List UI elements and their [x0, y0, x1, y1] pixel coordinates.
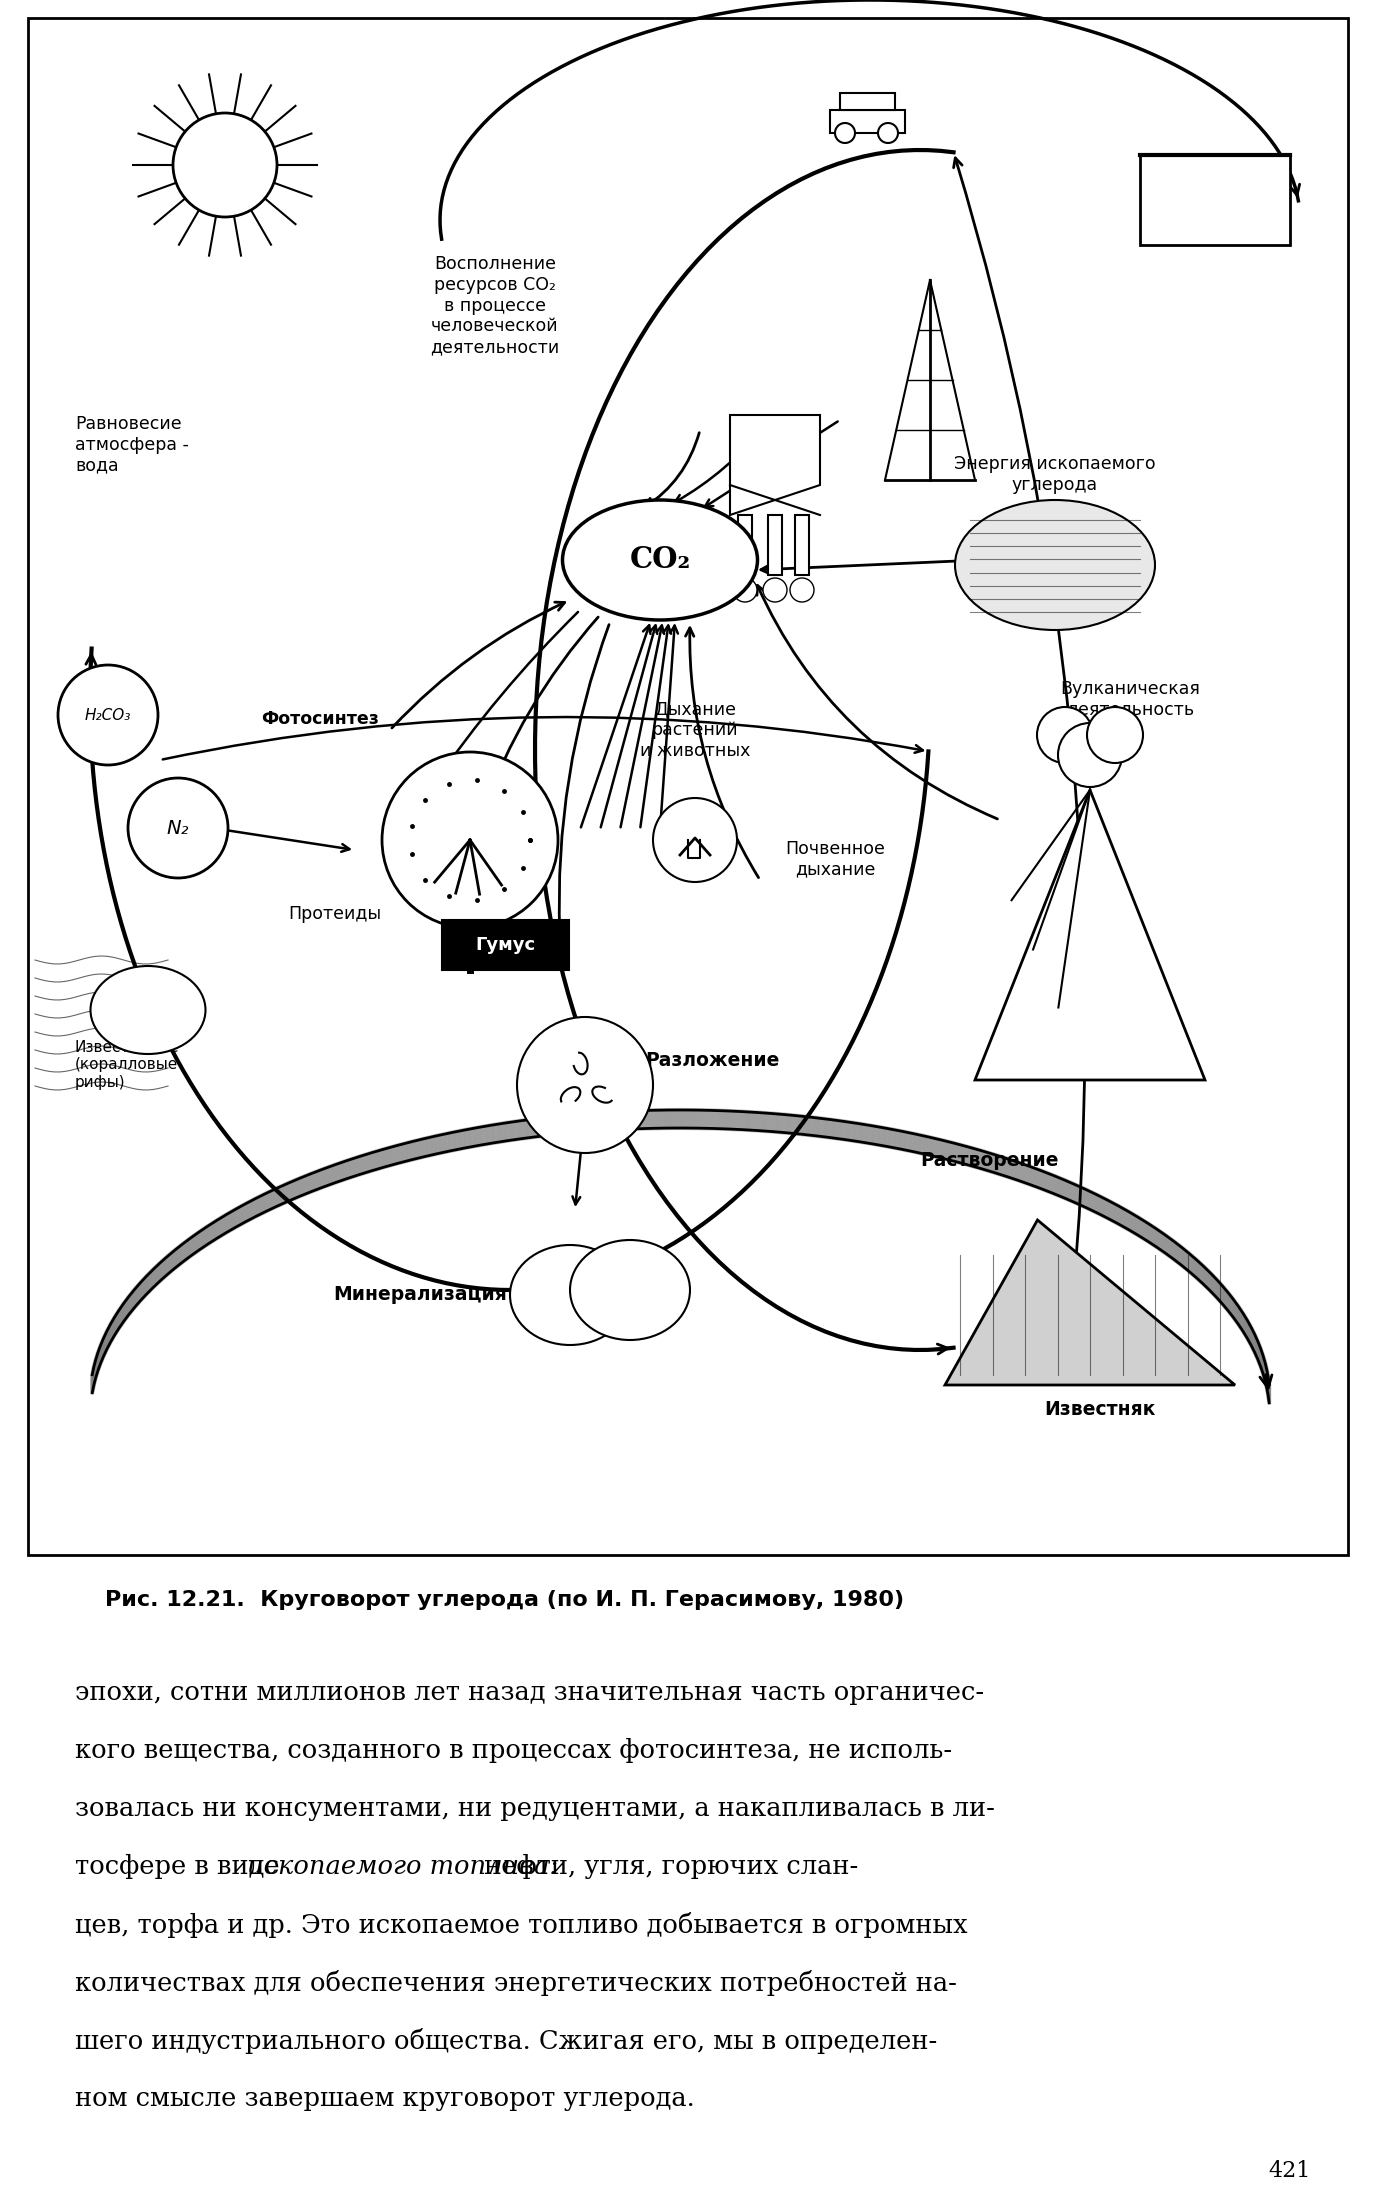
Circle shape [878, 124, 899, 144]
Text: 421: 421 [1269, 2159, 1311, 2182]
Circle shape [58, 665, 158, 764]
Ellipse shape [91, 967, 205, 1053]
Polygon shape [839, 93, 894, 110]
Text: Рис. 12.21.  Круговорот углерода (по И. П. Герасимову, 1980): Рис. 12.21. Круговорот углерода (по И. П… [105, 1590, 904, 1610]
Text: N₂: N₂ [166, 819, 190, 837]
Text: нефти, угля, горючих слан-: нефти, угля, горючих слан- [476, 1855, 859, 1879]
Polygon shape [731, 415, 820, 514]
FancyBboxPatch shape [442, 921, 568, 969]
Circle shape [1058, 722, 1121, 786]
Text: Растворение: Растворение [921, 1150, 1060, 1170]
Text: Разложение: Разложение [645, 1051, 779, 1069]
Text: Протеиды: Протеиды [289, 905, 381, 923]
Polygon shape [945, 1221, 1236, 1384]
Circle shape [764, 578, 787, 603]
Text: Восполнение
ресурсов CO₂
в процессе
человеческой
деятельности: Восполнение ресурсов CO₂ в процессе чело… [431, 254, 560, 355]
Circle shape [733, 578, 757, 603]
Text: эпохи, сотни миллионов лет назад значительная часть органичес-: эпохи, сотни миллионов лет назад значите… [76, 1680, 984, 1705]
Text: ископаемого топлива:: ископаемого топлива: [248, 1855, 559, 1879]
Text: Дыхание
растений
и животных: Дыхание растений и животных [640, 700, 750, 760]
Polygon shape [976, 790, 1205, 1080]
Text: Энергия ископаемого
углерода: Энергия ископаемого углерода [954, 455, 1156, 495]
Circle shape [1087, 707, 1143, 764]
Text: H₂CO₃: H₂CO₃ [85, 707, 131, 722]
Text: Равновесие
атмосфера -
вода: Равновесие атмосфера - вода [76, 415, 189, 475]
Text: CO₂: CO₂ [629, 545, 691, 574]
Circle shape [790, 578, 815, 603]
Circle shape [1038, 707, 1093, 764]
Polygon shape [830, 110, 905, 132]
Text: Известняк: Известняк [1044, 1400, 1156, 1420]
Text: Вулканическая
деятельность: Вулканическая деятельность [1060, 680, 1200, 720]
Polygon shape [795, 514, 809, 574]
Bar [28, 18, 1348, 1554]
Circle shape [835, 124, 854, 144]
Circle shape [654, 797, 738, 881]
Text: Почвенное
дыхание: Почвенное дыхание [786, 839, 885, 879]
Text: количествах для обеспечения энергетических потребностей на-: количествах для обеспечения энергетическ… [76, 1970, 956, 1996]
Text: Гумус: Гумус [475, 936, 535, 954]
Ellipse shape [570, 1241, 689, 1340]
Text: Известковые
(коралловые
рифы): Известковые (коралловые рифы) [76, 1040, 180, 1091]
Polygon shape [768, 514, 782, 574]
Text: зовалась ни консументами, ни редуцентами, а накапливалась в ли-: зовалась ни консументами, ни редуцентами… [76, 1795, 995, 1822]
Polygon shape [1139, 155, 1291, 245]
Ellipse shape [563, 499, 758, 620]
Circle shape [128, 777, 228, 879]
Text: Известь: Известь [1181, 155, 1255, 172]
Circle shape [383, 753, 559, 927]
Text: цев, торфа и др. Это ископаемое топливо добывается в огромных: цев, торфа и др. Это ископаемое топливо … [76, 1912, 967, 1939]
Text: Минерализация: Минерализация [333, 1285, 506, 1305]
Ellipse shape [955, 499, 1154, 629]
Circle shape [173, 113, 277, 216]
Polygon shape [738, 514, 753, 574]
Text: Фотосинтез: Фотосинтез [261, 711, 378, 729]
Text: ном смысле завершаем круговорот углерода.: ном смысле завершаем круговорот углерода… [76, 2087, 695, 2111]
Text: тосфере в виде: тосфере в виде [76, 1855, 288, 1879]
Ellipse shape [510, 1245, 630, 1345]
Text: шего индустриального общества. Сжигая его, мы в определен-: шего индустриального общества. Сжигая ег… [76, 2027, 937, 2053]
Text: кого вещества, созданного в процессах фотосинтеза, не исполь-: кого вещества, созданного в процессах фо… [76, 1738, 952, 1762]
Circle shape [517, 1018, 654, 1153]
